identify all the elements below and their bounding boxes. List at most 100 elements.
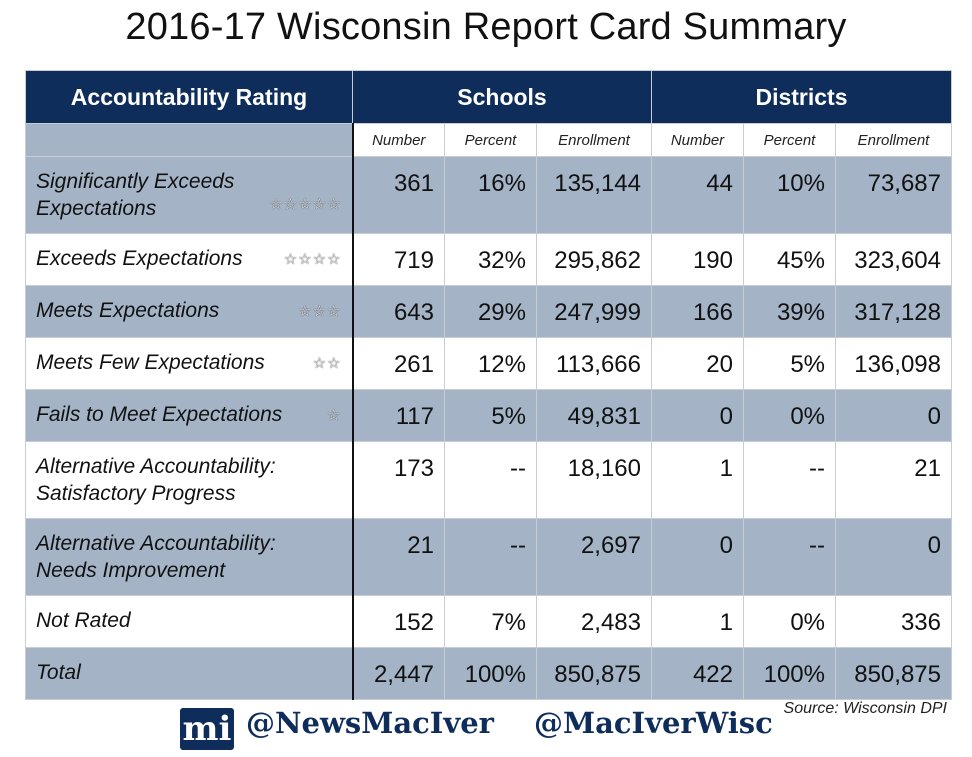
table-row: Alternative Accountability: Needs Improve… <box>25 518 952 596</box>
cell-schools-enrollment: 295,862 <box>536 233 652 286</box>
subheader-districts-number: Number <box>651 123 744 157</box>
cell-districts-number: 1 <box>651 441 744 519</box>
cell-districts-percent: -- <box>743 441 836 519</box>
cell-districts-percent: 5% <box>743 337 836 390</box>
cell-schools-enrollment: 850,875 <box>536 647 652 700</box>
table-row: Alternative Accountability: Satisfactory … <box>25 441 952 519</box>
page-title: 2016-17 Wisconsin Report Card Summary <box>125 6 847 48</box>
cell-districts-enrollment: 317,128 <box>835 285 952 338</box>
rating-label: Meets Few Expectations ☆☆ <box>25 337 353 390</box>
rating-label: Alternative Accountability: Needs Improve… <box>25 518 353 596</box>
subheader-districts-enrollment: Enrollment <box>835 123 952 157</box>
rating-label: Not Rated <box>25 595 353 648</box>
rating-label: Total <box>25 647 353 700</box>
rating-label-line: Satisfactory Progress <box>36 482 236 505</box>
rating-label: Significantly Exceeds Expectations ☆☆☆☆☆ <box>25 156 353 234</box>
rating-label-line: Expectations <box>36 197 157 220</box>
cell-schools-enrollment: 247,999 <box>536 285 652 338</box>
cell-schools-percent: 12% <box>444 337 537 390</box>
cell-districts-enrollment: 73,687 <box>835 156 952 234</box>
twitter-handle-news: @NewsMacIver <box>246 706 494 740</box>
rating-label-line: Not Rated <box>36 609 131 632</box>
cell-schools-number: 261 <box>351 337 445 390</box>
cell-schools-enrollment: 135,144 <box>536 156 652 234</box>
rating-label-line: Alternative Accountability: <box>36 455 276 478</box>
table-row: Exceeds Expectations ☆☆☆☆ 719 32% 295,862 190… <box>25 233 952 286</box>
cell-schools-percent: 32% <box>444 233 537 286</box>
cell-districts-enrollment: 323,604 <box>835 233 952 286</box>
cell-districts-enrollment: 0 <box>835 389 952 442</box>
cell-districts-percent: 45% <box>743 233 836 286</box>
rating-label-line: Exceeds Expectations <box>36 247 243 270</box>
cell-districts-percent: 0% <box>743 595 836 648</box>
rating-label: Alternative Accountability: Satisfactory … <box>25 441 353 519</box>
cell-districts-number: 44 <box>651 156 744 234</box>
cell-schools-percent: 7% <box>444 595 537 648</box>
cell-districts-enrollment: 136,098 <box>835 337 952 390</box>
rating-label-line: Significantly Exceeds <box>36 170 235 193</box>
subheader-districts-percent: Percent <box>743 123 836 157</box>
rating-label-line: Total <box>36 661 81 684</box>
cell-districts-percent: 10% <box>743 156 836 234</box>
cell-schools-enrollment: 2,483 <box>536 595 652 648</box>
cell-schools-percent: 29% <box>444 285 537 338</box>
source-note: Source: Wisconsin DPI <box>783 700 947 717</box>
star-rating-icon: ☆☆ <box>312 355 342 372</box>
rating-label-line: Needs Improvement <box>36 559 226 582</box>
cell-districts-percent: 39% <box>743 285 836 338</box>
cell-districts-enrollment: 21 <box>835 441 952 519</box>
districts-header: Districts <box>651 70 952 124</box>
subheader-schools-enrollment: Enrollment <box>536 123 652 157</box>
cell-districts-number: 190 <box>651 233 744 286</box>
cell-districts-enrollment: 336 <box>835 595 952 648</box>
cell-schools-number: 361 <box>351 156 445 234</box>
cell-districts-percent: 100% <box>743 647 836 700</box>
cell-schools-number: 173 <box>351 441 445 519</box>
cell-schools-enrollment: 2,697 <box>536 518 652 596</box>
cell-schools-percent: -- <box>444 441 537 519</box>
table-row: Meets Expectations ☆☆☆ 643 29% 247,999 166 39%… <box>25 285 952 338</box>
table-row: Fails to Meet Expectations ☆ 117 5% 49,831 0 0… <box>25 389 952 442</box>
table-row: Meets Few Expectations ☆☆ 261 12% 113,666 20 5… <box>25 337 952 390</box>
cell-schools-number: 719 <box>351 233 445 286</box>
report-card-table: Accountability Rating Schools Districts … <box>25 70 952 700</box>
rating-label-line: Fails to Meet Expectations <box>36 403 283 426</box>
star-rating-icon: ☆☆☆☆☆ <box>269 196 342 213</box>
subheader-row: Number Percent Enrollment Number Percent… <box>25 123 952 157</box>
cell-schools-percent: 16% <box>444 156 537 234</box>
star-rating-icon: ☆☆☆☆ <box>283 251 342 268</box>
star-rating-icon: ☆ <box>327 407 342 424</box>
rating-header: Accountability Rating <box>25 70 353 124</box>
cell-districts-number: 1 <box>651 595 744 648</box>
cell-schools-number: 21 <box>351 518 445 596</box>
star-rating-icon: ☆☆☆ <box>298 303 342 320</box>
cell-schools-percent: 5% <box>444 389 537 442</box>
subheader-schools-number: Number <box>351 123 445 157</box>
cell-districts-number: 166 <box>651 285 744 338</box>
cell-districts-number: 422 <box>651 647 744 700</box>
subheader-schools-percent: Percent <box>444 123 537 157</box>
cell-schools-number: 117 <box>351 389 445 442</box>
cell-schools-enrollment: 49,831 <box>536 389 652 442</box>
rating-label-line: Meets Expectations <box>36 299 220 322</box>
header-row: Accountability Rating Schools Districts <box>25 70 952 124</box>
subheader-blank <box>25 123 353 157</box>
rating-label: Exceeds Expectations ☆☆☆☆ <box>25 233 353 286</box>
cell-schools-number: 152 <box>351 595 445 648</box>
cell-schools-number: 2,447 <box>351 647 445 700</box>
cell-schools-percent: -- <box>444 518 537 596</box>
table-row: Not Rated 152 7% 2,483 1 0% 336 <box>25 595 952 648</box>
cell-schools-number: 643 <box>351 285 445 338</box>
rating-label: Fails to Meet Expectations ☆ <box>25 389 353 442</box>
table-row: Significantly Exceeds Expectations ☆☆☆☆☆ 36… <box>25 156 952 234</box>
maciver-logo: mi <box>180 708 234 750</box>
cell-districts-enrollment: 850,875 <box>835 647 952 700</box>
cell-districts-number: 0 <box>651 518 744 596</box>
cell-schools-percent: 100% <box>444 647 537 700</box>
rating-label: Meets Expectations ☆☆☆ <box>25 285 353 338</box>
twitter-handle-wisc: @MacIverWisc <box>534 706 773 740</box>
cell-districts-percent: -- <box>743 518 836 596</box>
rating-label-line: Alternative Accountability: <box>36 532 276 555</box>
cell-districts-enrollment: 0 <box>835 518 952 596</box>
table-row: Total 2,447 100% 850,875 422 100% 850,875 <box>25 647 952 700</box>
